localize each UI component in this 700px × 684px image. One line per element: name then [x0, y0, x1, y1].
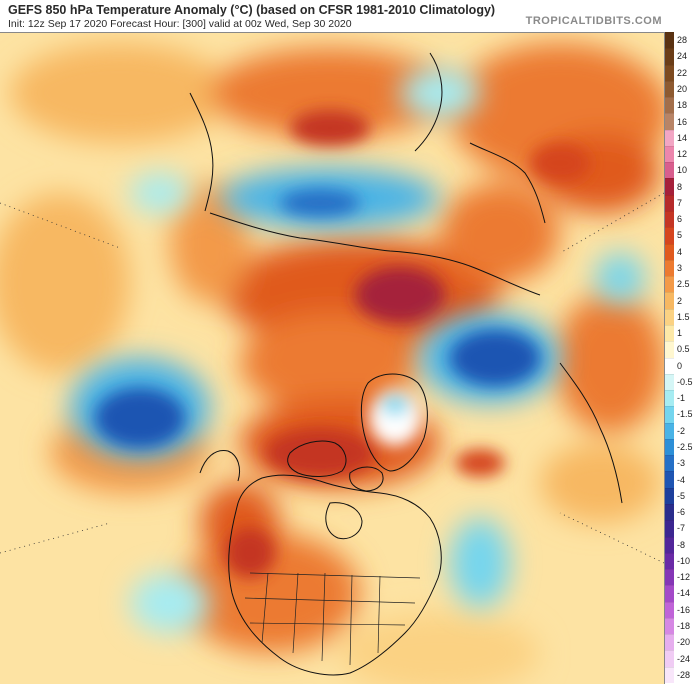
colorbar-label: -24 [677, 653, 691, 664]
colorbar-label: 6 [677, 214, 683, 225]
greenland-anomaly [369, 390, 421, 446]
colorbar-legend: 28 24 22 20 18 16 14 12 10 8 7 6 5 4 3 2.5 2 1.5 1 0.5 0 -0.5… [665, 32, 700, 684]
colorbar-label: -14 [677, 588, 691, 599]
colorbar-label: 10 [677, 165, 688, 176]
colorbar-swatch [665, 145, 674, 163]
colorbar-swatch [665, 634, 674, 651]
map-title: GEFS 850 hPa Temperature Anomaly (°C) (b… [8, 3, 496, 17]
colorbar-swatch [665, 243, 674, 261]
colorbar-swatch [665, 503, 674, 521]
colorbar-swatch [665, 471, 674, 489]
colorbar-swatch [665, 80, 674, 98]
colorbar-label: -6 [677, 507, 686, 518]
colorbar-label: 3 [677, 262, 683, 273]
colorbar-label: -0.5 [677, 376, 693, 387]
strong-warm-cores [225, 110, 590, 578]
colorbar-label: 7 [677, 197, 683, 208]
colorbar-label: 14 [677, 132, 688, 143]
colorbar-swatch [665, 227, 674, 245]
colorbar-label: -12 [677, 572, 691, 583]
colorbar-swatch [665, 308, 674, 326]
colorbar-swatch [665, 617, 674, 635]
colorbar-label: 1.5 [677, 311, 690, 322]
colorbar-label: 0.5 [677, 344, 690, 355]
colorbar-swatch [665, 390, 674, 407]
colorbar-label: 2 [677, 295, 683, 306]
colorbar-swatch [665, 373, 674, 391]
colorbar-label: 16 [677, 116, 688, 127]
colorbar-swatch [665, 422, 674, 440]
colorbar-swatch [665, 357, 674, 375]
colorbar-label: -16 [677, 604, 691, 615]
map-subtitle: Init: 12z Sep 17 2020 Forecast Hour: [30… [8, 18, 352, 30]
colorbar-label: 0 [677, 360, 683, 371]
colorbar-swatch [665, 406, 674, 424]
colorbar-swatch [665, 276, 674, 293]
colorbar-swatch [665, 536, 674, 554]
colorbar-swatch [665, 178, 674, 196]
colorbar-label: -28 [677, 669, 691, 680]
anomaly-map [0, 32, 665, 684]
colorbar-label: -18 [677, 621, 691, 632]
colorbar-swatch [665, 162, 674, 179]
colorbar-swatch [665, 324, 674, 342]
colorbar-label: 4 [677, 246, 683, 257]
colorbar-label: -5 [677, 490, 686, 501]
colorbar-label: 22 [677, 67, 688, 78]
colorbar-label: -2.5 [677, 442, 693, 452]
colorbar-swatch [665, 438, 674, 456]
colorbar-swatch [665, 552, 674, 570]
brand-watermark: TROPICALTIDBITS.COM [525, 15, 662, 27]
colorbar-swatch [665, 666, 674, 684]
colorbar-swatch [665, 487, 674, 505]
colorbar-swatch [665, 601, 674, 619]
colorbar-swatch [665, 129, 674, 147]
colorbar-swatch [665, 194, 674, 212]
colorbar-label: 5 [677, 230, 683, 241]
colorbar-swatch [665, 569, 674, 586]
colorbar-swatch [665, 48, 674, 66]
colorbar-swatch [665, 97, 674, 114]
colorbar-label: -2 [677, 425, 686, 436]
colorbar-swatch [665, 341, 674, 358]
colorbar-label: -4 [677, 474, 686, 485]
strong-cold-cores [95, 189, 540, 448]
colorbar-label: 8 [677, 181, 683, 192]
grid-lines [0, 192, 664, 564]
colorbar-label: 12 [677, 149, 688, 160]
colorbar-label: 18 [677, 100, 688, 111]
colorbar-label: 1 [677, 328, 683, 339]
colorbar-label: 24 [677, 51, 688, 62]
colorbar-swatch [665, 32, 674, 49]
colorbar-swatch [665, 211, 674, 228]
colorbar-label: -8 [677, 539, 686, 550]
colorbar-swatch [665, 585, 674, 603]
colorbar-swatch [665, 650, 674, 668]
colorbar-label: -1 [677, 393, 686, 404]
colorbar-label: 20 [677, 83, 688, 94]
colorbar-label: -20 [677, 637, 691, 648]
colorbar-label: 28 [677, 35, 688, 46]
colorbar-label: -10 [677, 555, 691, 566]
colorbar-swatch [665, 520, 674, 538]
colorbar-swatch [665, 455, 674, 472]
colorbar-label: 2.5 [677, 279, 690, 290]
colorbar-label: -3 [677, 458, 686, 469]
anomaly-map-canvas [0, 33, 664, 684]
colorbar-label: -1.5 [677, 409, 693, 420]
colorbar-swatch [665, 259, 674, 277]
state-borders [244, 572, 421, 666]
coastlines [189, 52, 623, 676]
colorbar-label: -7 [677, 523, 686, 534]
colorbar-swatch [665, 113, 674, 131]
colorbar-swatch [665, 64, 674, 82]
colorbar-swatch [665, 292, 674, 310]
